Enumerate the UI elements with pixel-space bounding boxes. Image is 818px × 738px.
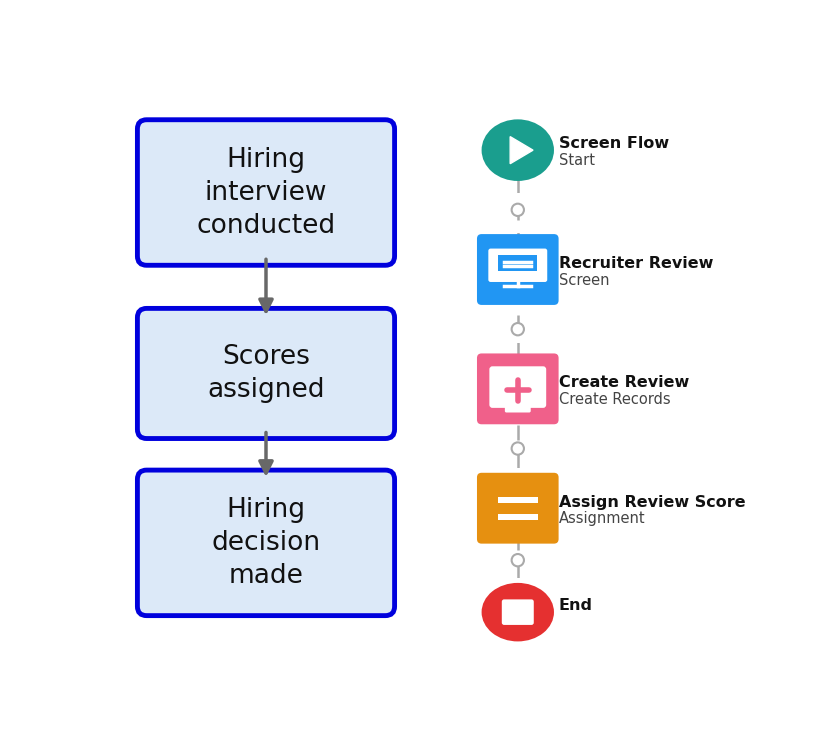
FancyBboxPatch shape [477,473,559,544]
Circle shape [511,442,524,455]
Circle shape [511,554,524,566]
FancyBboxPatch shape [137,308,394,438]
Text: Assignment: Assignment [559,511,645,526]
Polygon shape [510,137,533,164]
FancyBboxPatch shape [477,354,559,424]
FancyBboxPatch shape [498,255,537,271]
Text: Hiring
interview
conducted: Hiring interview conducted [196,147,335,238]
FancyBboxPatch shape [137,120,394,265]
FancyBboxPatch shape [489,366,546,408]
Circle shape [511,323,524,335]
Text: Screen Flow: Screen Flow [559,137,669,151]
Text: Hiring
decision
made: Hiring decision made [211,497,321,589]
Text: Start: Start [559,154,595,168]
FancyBboxPatch shape [477,234,559,305]
FancyBboxPatch shape [498,497,537,503]
Circle shape [511,204,524,216]
Text: Create Review: Create Review [559,375,689,390]
Text: Screen: Screen [559,273,609,288]
Text: Scores
assigned: Scores assigned [207,344,325,403]
Text: Assign Review Score: Assign Review Score [559,494,745,509]
FancyBboxPatch shape [498,514,537,520]
Ellipse shape [482,583,554,641]
FancyBboxPatch shape [505,397,531,413]
FancyBboxPatch shape [501,599,534,625]
FancyBboxPatch shape [137,470,394,615]
Ellipse shape [482,120,554,181]
Text: Recruiter Review: Recruiter Review [559,256,713,271]
Text: End: End [559,599,592,613]
Text: Create Records: Create Records [559,392,670,407]
FancyBboxPatch shape [488,249,547,282]
